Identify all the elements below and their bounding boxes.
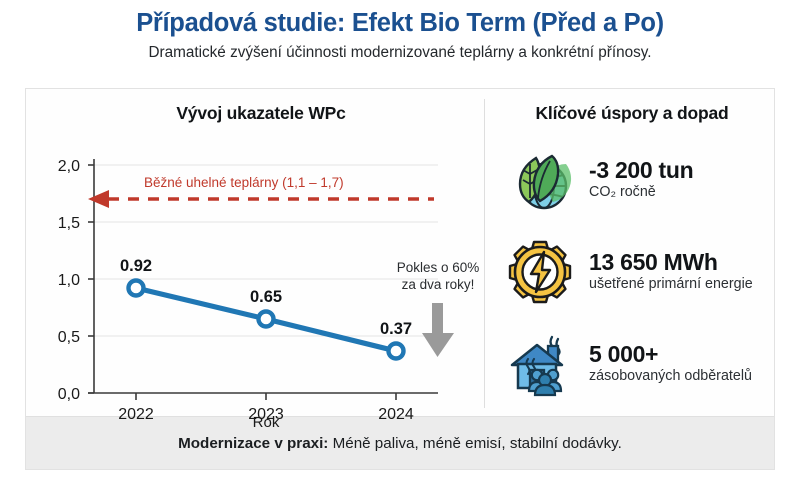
stats-title: Klíčové úspory a dopad xyxy=(535,103,729,123)
stat-item: 13 650 MWh ušetřené primární energie xyxy=(504,233,774,311)
down-arrow-icon xyxy=(422,303,454,357)
page-header: Případová studie: Efekt Bio Term (Před a… xyxy=(0,0,800,62)
chart-axes xyxy=(88,159,438,394)
stats-panel: Klíčové úspory a dopad xyxy=(484,89,774,416)
x-axis-title: Rok xyxy=(253,414,280,429)
x-tick-label: 2023 xyxy=(248,406,284,423)
y-tick-label: 0,5 xyxy=(58,329,80,346)
stat-value: 5 000+ xyxy=(589,341,659,368)
wpc-line-chart: 2,0 1,5 1,0 0,5 0,0 2022 2023 2024 xyxy=(26,125,484,429)
stat-label: ušetřené primární energie xyxy=(589,276,753,293)
footer-lead: Modernizace v praxi: xyxy=(178,434,329,452)
card-body: Vývoj ukazatele WPc xyxy=(26,89,774,429)
stat-list: -3 200 tun CO₂ ročně xyxy=(490,141,774,403)
y-tick-label: 1,5 xyxy=(58,215,80,232)
stat-label: zásobovaných odběratelů xyxy=(589,368,752,385)
footer-text: Modernizace v praxi: Méně paliva, méně e… xyxy=(178,435,622,452)
stat-item: 5 000+ zásobovaných odběratelů xyxy=(504,325,774,403)
stat-item: -3 200 tun CO₂ ročně xyxy=(504,141,774,219)
page-title: Případová studie: Efekt Bio Term (Před a… xyxy=(136,9,664,37)
panel-divider xyxy=(484,99,485,408)
point-value-label: 0.92 xyxy=(120,257,152,275)
decline-callout-line2: za dva roky! xyxy=(402,277,475,292)
gear-lightning-icon xyxy=(504,236,576,308)
stat-label: CO₂ ročně xyxy=(589,184,656,201)
stat-value: 13 650 MWh xyxy=(589,249,718,276)
card-footer: Modernizace v praxi: Méně paliva, méně e… xyxy=(26,416,774,469)
house-people-icon xyxy=(504,328,576,400)
chart-x-ticks xyxy=(135,393,397,400)
footer-rest: Méně paliva, méně emisí, stabilní dodávk… xyxy=(328,434,622,452)
chart-svg: 2,0 1,5 1,0 0,5 0,0 2022 2023 2024 xyxy=(58,158,480,429)
y-tick-label: 0,0 xyxy=(58,386,80,403)
content-card: Vývoj ukazatele WPc xyxy=(25,88,775,470)
x-tick-label: 2022 xyxy=(118,406,154,423)
benchmark-label: Běžné uhelné teplárny (1,1 – 1,7) xyxy=(144,175,344,190)
data-markers xyxy=(126,278,406,361)
point-value-label: 0.65 xyxy=(250,288,282,306)
page-subtitle: Dramatické zvýšení účinnosti modernizova… xyxy=(148,43,652,61)
x-tick-label: 2024 xyxy=(378,406,414,423)
chart-y-ticks xyxy=(88,164,94,394)
point-value-label: 0.37 xyxy=(380,320,412,338)
chart-title: Vývoj ukazatele WPc xyxy=(176,103,346,123)
chart-gridlines xyxy=(94,164,438,337)
chart-panel: Vývoj ukazatele WPc xyxy=(26,89,484,429)
stat-text: 5 000+ zásobovaných odběratelů xyxy=(589,342,752,385)
stat-text: 13 650 MWh ušetřené primární energie xyxy=(589,250,753,293)
benchmark-line xyxy=(88,190,434,208)
y-tick-label: 1,0 xyxy=(58,272,80,289)
y-tick-label: 2,0 xyxy=(58,158,80,175)
stat-text: -3 200 tun CO₂ ročně xyxy=(589,157,694,201)
stat-value: -3 200 tun xyxy=(589,157,694,184)
decline-callout-line1: Pokles o 60% xyxy=(397,260,480,275)
globe-leaves-icon xyxy=(504,144,576,216)
